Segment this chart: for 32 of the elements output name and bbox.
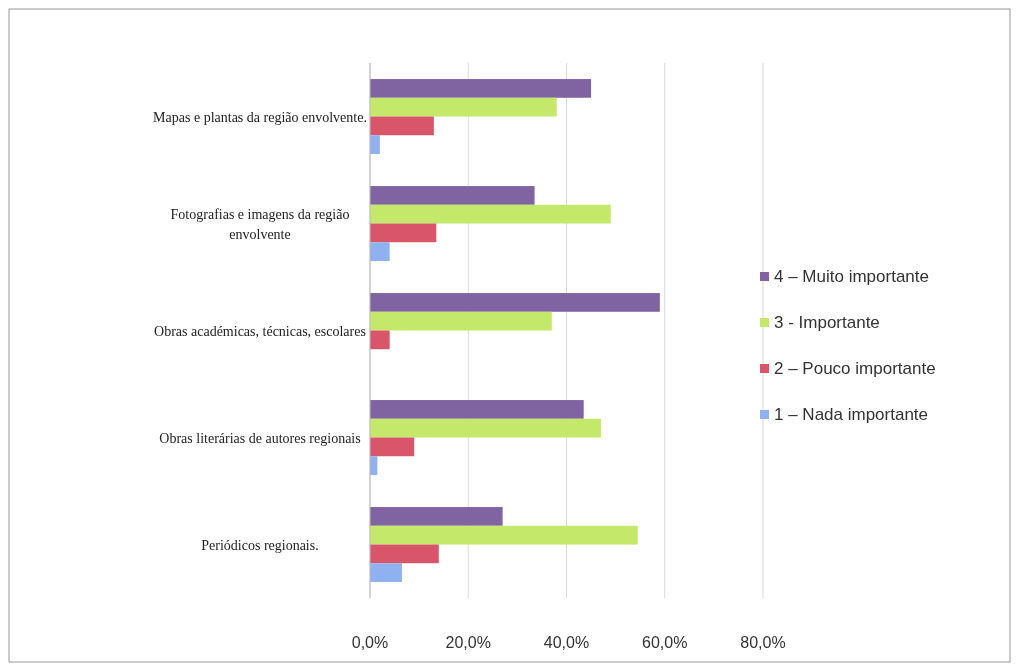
bar: [370, 204, 611, 224]
bar: [370, 525, 638, 545]
bar: [370, 418, 601, 438]
y-tick-label: Periódicos regionais.: [201, 537, 319, 553]
bar: [370, 135, 380, 154]
x-tick-label: 20,0%: [445, 634, 491, 651]
bar: [370, 311, 552, 331]
legend-label: 2 – Pouco importante: [774, 359, 936, 378]
bar: [370, 116, 434, 136]
bar: [370, 223, 437, 243]
bar: [370, 79, 592, 98]
legend-label: 1 – Nada importante: [774, 405, 929, 424]
bar: [370, 242, 390, 261]
bar: [370, 97, 557, 117]
legend-label: 4 – Muito importante: [774, 267, 929, 286]
bar: [370, 544, 439, 564]
x-tick-label: 60,0%: [642, 634, 688, 651]
x-tick-label: 0,0%: [351, 634, 389, 651]
bar: [370, 437, 415, 457]
bar: [370, 186, 535, 205]
bar: [370, 400, 584, 419]
legend-label: 3 - Importante: [774, 313, 880, 332]
y-tick-label: Obras académicas, técnicas, escolares: [154, 323, 366, 339]
bar: [370, 293, 660, 312]
x-tick-label: 80,0%: [740, 634, 786, 651]
bar: [370, 507, 503, 526]
x-tick-label: 40,0%: [543, 634, 590, 651]
y-tick-label: Obras literárias de autores regionais: [159, 430, 361, 446]
bar: [370, 330, 390, 350]
bar: [370, 563, 402, 582]
y-tick-label: Mapas e plantas da região envolvente.: [153, 109, 367, 125]
y-tick-label: Fotografias e imagens da região envolvente: [170, 206, 350, 242]
